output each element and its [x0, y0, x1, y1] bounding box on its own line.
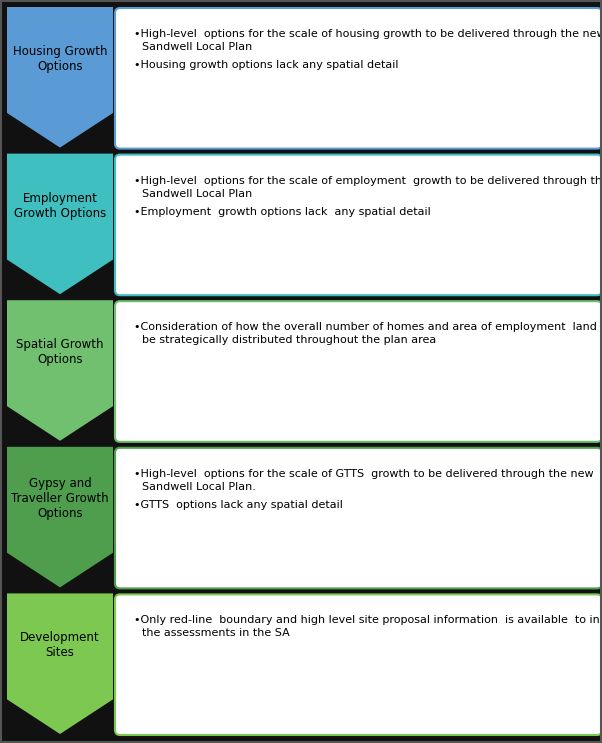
Text: •Consideration of how the overall number of homes and area of employment  land c: •Consideration of how the overall number…: [134, 322, 602, 332]
Polygon shape: [7, 7, 113, 148]
FancyBboxPatch shape: [115, 594, 602, 735]
Text: Employment
Growth Options: Employment Growth Options: [14, 192, 106, 220]
Text: •Only red-line  boundary and high level site proposal information  is available : •Only red-line boundary and high level s…: [134, 615, 602, 626]
FancyBboxPatch shape: [115, 8, 602, 149]
Text: Housing Growth
Options: Housing Growth Options: [13, 45, 107, 73]
FancyBboxPatch shape: [115, 301, 602, 442]
Text: Development
Sites: Development Sites: [20, 632, 100, 659]
Text: Sandwell Local Plan: Sandwell Local Plan: [142, 189, 252, 198]
Text: Gypsy and
Traveller Growth
Options: Gypsy and Traveller Growth Options: [11, 477, 109, 520]
Text: •GTTS  options lack any spatial detail: •GTTS options lack any spatial detail: [134, 500, 343, 510]
Text: Sandwell Local Plan: Sandwell Local Plan: [142, 42, 252, 52]
Text: •Employment  growth options lack  any spatial detail: •Employment growth options lack any spat…: [134, 207, 431, 217]
Text: Spatial Growth
Options: Spatial Growth Options: [16, 338, 104, 366]
Text: be strategically distributed throughout the plan area: be strategically distributed throughout …: [142, 335, 436, 345]
Polygon shape: [7, 594, 113, 734]
FancyBboxPatch shape: [115, 448, 602, 588]
Polygon shape: [7, 154, 113, 294]
Text: •Housing growth options lack any spatial detail: •Housing growth options lack any spatial…: [134, 60, 399, 70]
Polygon shape: [7, 300, 113, 441]
Text: •High-level  options for the scale of GTTS  growth to be delivered through the n: •High-level options for the scale of GTT…: [134, 469, 594, 478]
FancyBboxPatch shape: [115, 155, 602, 295]
Polygon shape: [7, 447, 113, 588]
Text: •High-level  options for the scale of employment  growth to be delivered through: •High-level options for the scale of emp…: [134, 175, 602, 186]
Text: Sandwell Local Plan.: Sandwell Local Plan.: [142, 481, 256, 492]
Text: •High-level  options for the scale of housing growth to be delivered through the: •High-level options for the scale of hou…: [134, 29, 602, 39]
Text: the assessments in the SA: the assessments in the SA: [142, 629, 290, 638]
